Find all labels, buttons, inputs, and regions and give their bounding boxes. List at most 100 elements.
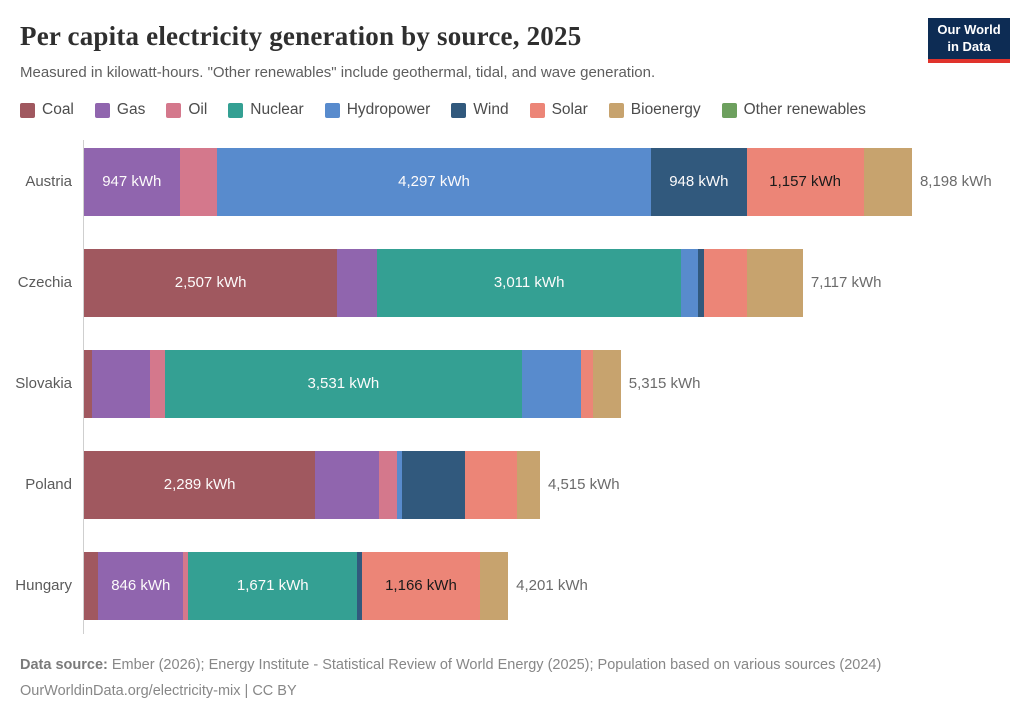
bar-segment-coal[interactable]: [84, 551, 99, 620]
legend: Coal Gas Oil Nuclear Hydropower Wind Solar Bioe…: [20, 101, 1004, 119]
legend-swatch-icon: [529, 102, 545, 118]
bar-segment-coal[interactable]: 2,289 kWh: [84, 450, 316, 519]
bar-segment-gas[interactable]: 846 kWh: [98, 551, 184, 620]
stacked-bar: 947 kWh 4,297 kWh 948 kWh 1,157 kWh: [84, 147, 912, 216]
bar-poland: 2,289 kWh 4,515 kWh: [84, 450, 620, 519]
bar-segment-solar[interactable]: [704, 248, 748, 317]
bar-segment-hydropower[interactable]: [681, 248, 699, 317]
segment-value-label: 3,531 kWh: [307, 375, 380, 392]
legend-item-hydropower[interactable]: Hydropower: [324, 101, 431, 119]
legend-swatch-icon: [94, 102, 110, 118]
legend-label: Bioenergy: [630, 101, 701, 118]
owid-logo-line2: in Data: [947, 38, 991, 54]
bar-slovakia: 3,531 kWh 5,315 kWh: [84, 349, 701, 418]
legend-swatch-icon: [721, 102, 737, 118]
legend-swatch-icon: [20, 102, 35, 118]
segment-value-label: 1,671 kWh: [236, 577, 309, 594]
bar-segment-bioenergy[interactable]: [747, 248, 803, 317]
bar-segment-gas[interactable]: [337, 248, 378, 317]
legend-item-gas[interactable]: Gas: [94, 101, 146, 119]
bar-segment-oil[interactable]: [179, 147, 217, 216]
chart-row-hungary: Hungary 846 kWh 1,671 kWh 1,166 kWh 4,201 kW…: [0, 535, 1024, 636]
country-label-austria[interactable]: Austria: [25, 173, 72, 190]
stacked-bar: 2,507 kWh 3,011 kWh: [84, 248, 803, 317]
country-label-hungary[interactable]: Hungary: [15, 577, 72, 594]
total-value-label: 8,198 kWh: [919, 173, 992, 190]
legend-label: Hydropower: [346, 101, 431, 118]
country-label-slovakia[interactable]: Slovakia: [15, 375, 72, 392]
chart-row-poland: Poland 2,289 kWh 4,515 kWh: [0, 434, 1024, 535]
segment-value-label: 2,507 kWh: [174, 274, 247, 291]
bar-segment-bioenergy[interactable]: [516, 450, 540, 519]
legend-item-other-renewables[interactable]: Other renewables: [721, 101, 866, 119]
y-axis-line: [83, 140, 84, 634]
bar-segment-nuclear[interactable]: 3,011 kWh: [377, 248, 682, 317]
segment-value-label: 1,157 kWh: [769, 173, 841, 190]
bar-segment-nuclear[interactable]: 3,531 kWh: [165, 349, 522, 418]
legend-item-nuclear[interactable]: Nuclear: [228, 101, 304, 119]
bar-segment-solar[interactable]: [580, 349, 593, 418]
page-subtitle: Measured in kilowatt-hours. "Other renew…: [20, 64, 656, 81]
owid-logo[interactable]: Our World in Data: [928, 18, 1010, 63]
bar-segment-wind[interactable]: 948 kWh: [650, 147, 747, 216]
bar-segment-hydropower[interactable]: [521, 349, 581, 418]
chart-rows: Austria 947 kWh 4,297 kWh 948 kWh 1,157 kWh 8…: [0, 131, 1024, 636]
legend-label: Solar: [551, 101, 588, 118]
footer-source-label: Data source:: [20, 657, 108, 673]
segment-value-label: 846 kWh: [111, 577, 171, 594]
legend-label: Other renewables: [743, 101, 866, 118]
bar-segment-solar[interactable]: 1,157 kWh: [746, 147, 864, 216]
total-value-label: 5,315 kWh: [628, 375, 701, 392]
bar-segment-wind[interactable]: [698, 248, 705, 317]
legend-item-bioenergy[interactable]: Bioenergy: [608, 101, 701, 119]
legend-item-wind[interactable]: Wind: [451, 101, 509, 119]
bar-segment-bioenergy[interactable]: [479, 551, 509, 620]
legend-swatch-icon: [166, 102, 182, 118]
legend-label: Nuclear: [250, 101, 304, 118]
footer: Data source: Ember (2026); Energy Instit…: [20, 652, 1004, 704]
stacked-bar: 2,289 kWh: [84, 450, 540, 519]
chart: Austria 947 kWh 4,297 kWh 948 kWh 1,157 kWh 8…: [0, 131, 1024, 636]
bar-segment-coal[interactable]: [84, 349, 93, 418]
owid-logo-line1: Our World: [937, 22, 1001, 38]
segment-value-label: 3,011 kWh: [493, 274, 565, 291]
bar-segment-gas[interactable]: [92, 349, 151, 418]
total-value-label: 4,201 kWh: [516, 577, 588, 594]
stacked-bar: 846 kWh 1,671 kWh 1,166 kWh: [84, 551, 509, 620]
legend-label: Coal: [42, 101, 74, 118]
bar-segment-nuclear[interactable]: 1,671 kWh: [188, 551, 358, 620]
bar-segment-hydropower[interactable]: 4,297 kWh: [216, 147, 651, 216]
bar-segment-oil[interactable]: [150, 349, 166, 418]
bar-segment-wind[interactable]: [402, 450, 466, 519]
bar-czechia: 2,507 kWh 3,011 kWh 7,117 kWh: [84, 248, 881, 317]
segment-value-label: 4,297 kWh: [398, 173, 470, 190]
bar-segment-oil[interactable]: [378, 450, 397, 519]
segment-value-label: 1,166 kWh: [385, 577, 457, 594]
legend-item-coal[interactable]: Coal: [20, 101, 74, 119]
legend-item-solar[interactable]: Solar: [529, 101, 588, 119]
legend-swatch-icon: [324, 102, 340, 118]
bar-segment-bioenergy[interactable]: [863, 147, 912, 216]
bar-segment-gas[interactable]: [315, 450, 379, 519]
chart-row-austria: Austria 947 kWh 4,297 kWh 948 kWh 1,157 kWh 8…: [0, 131, 1024, 232]
chart-row-czechia: Czechia 2,507 kWh 3,011 kWh 7,117 kWh: [0, 232, 1024, 333]
bar-segment-solar[interactable]: [465, 450, 517, 519]
legend-swatch-icon: [608, 102, 624, 118]
legend-item-oil[interactable]: Oil: [166, 101, 207, 119]
country-label-czechia[interactable]: Czechia: [17, 274, 72, 291]
bar-segment-oil[interactable]: [183, 551, 189, 620]
legend-label: Oil: [188, 101, 208, 118]
bar-segment-gas[interactable]: 947 kWh: [84, 147, 180, 216]
footer-link-line[interactable]: OurWorldinData.org/electricity-mix | CC …: [20, 683, 297, 699]
bar-segment-coal[interactable]: 2,507 kWh: [84, 248, 338, 317]
legend-label: Gas: [116, 101, 146, 118]
bar-segment-hydropower[interactable]: [396, 450, 403, 519]
bar-segment-bioenergy[interactable]: [592, 349, 621, 418]
legend-swatch-icon: [228, 102, 244, 118]
stacked-bar: 3,531 kWh: [84, 349, 621, 418]
total-value-label: 4,515 kWh: [547, 476, 620, 493]
bar-segment-solar[interactable]: 1,166 kWh: [362, 551, 480, 620]
country-label-poland[interactable]: Poland: [25, 476, 72, 493]
bar-segment-wind[interactable]: [357, 551, 363, 620]
